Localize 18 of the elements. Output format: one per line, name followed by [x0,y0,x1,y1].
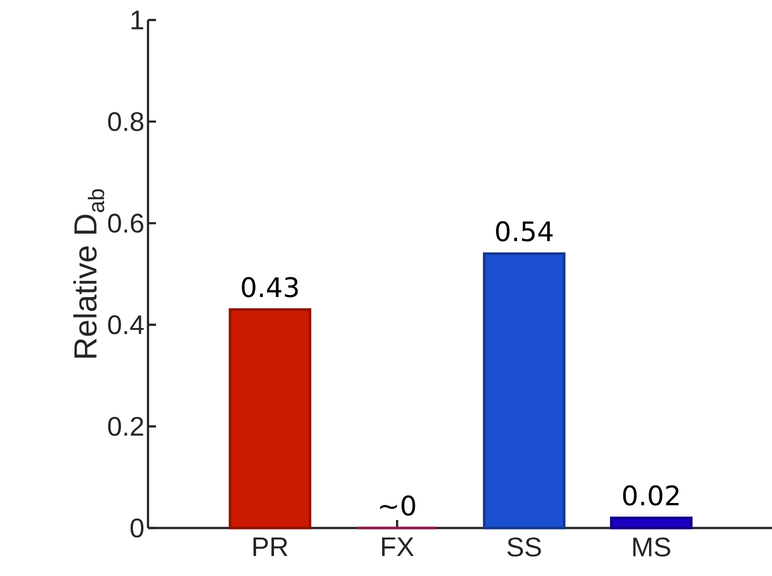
y-tick-label: 1 [132,10,144,30]
x-tick-label: MS [633,538,670,557]
x-tick-label: FX [382,537,414,556]
y-tick-label: 0.8 [108,112,144,132]
bar [228,308,312,530]
data-label: 0.54 [496,221,553,242]
data-label: 0.02 [623,485,679,506]
x-tick-label: PR [254,537,288,556]
y-tick-label: 0.2 [108,416,144,436]
bar [482,252,566,530]
y-tick-label: 0 [130,518,144,538]
bar [610,516,693,530]
data-label: 0.43 [242,276,298,298]
data-label: ~0 [380,495,416,516]
y-tick-label: 0.6 [108,214,144,233]
x-tick-label: SS [507,538,541,557]
y-axis-title: Relative D$_{ab}$ [73,189,104,358]
y-tick-label: 0.4 [108,315,144,334]
